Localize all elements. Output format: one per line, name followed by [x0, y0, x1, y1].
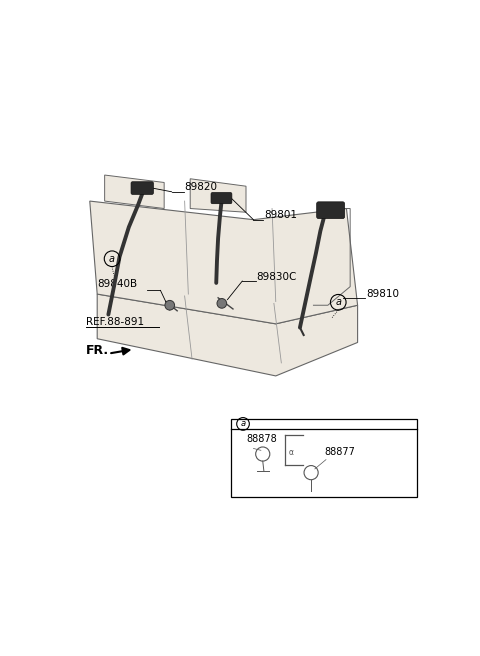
Text: 89840B: 89840B [97, 279, 137, 289]
Text: 89810: 89810 [366, 289, 399, 299]
Text: REF.88-891: REF.88-891 [86, 317, 144, 327]
Text: 89801: 89801 [264, 211, 297, 220]
Text: a: a [335, 297, 341, 307]
Circle shape [217, 298, 227, 308]
Text: α: α [288, 447, 293, 457]
Circle shape [165, 300, 175, 310]
Text: 88877: 88877 [324, 447, 355, 457]
Polygon shape [190, 178, 246, 213]
Polygon shape [90, 201, 358, 324]
FancyBboxPatch shape [317, 202, 345, 218]
Text: a: a [109, 254, 115, 264]
Text: 88878: 88878 [246, 434, 277, 443]
FancyBboxPatch shape [231, 419, 417, 497]
Text: FR.: FR. [86, 344, 109, 357]
FancyBboxPatch shape [131, 182, 154, 194]
Polygon shape [97, 294, 358, 376]
Text: 89830C: 89830C [256, 272, 297, 282]
Text: a: a [240, 419, 246, 428]
Polygon shape [105, 175, 164, 209]
Text: 89820: 89820 [185, 182, 217, 192]
FancyBboxPatch shape [211, 192, 232, 203]
